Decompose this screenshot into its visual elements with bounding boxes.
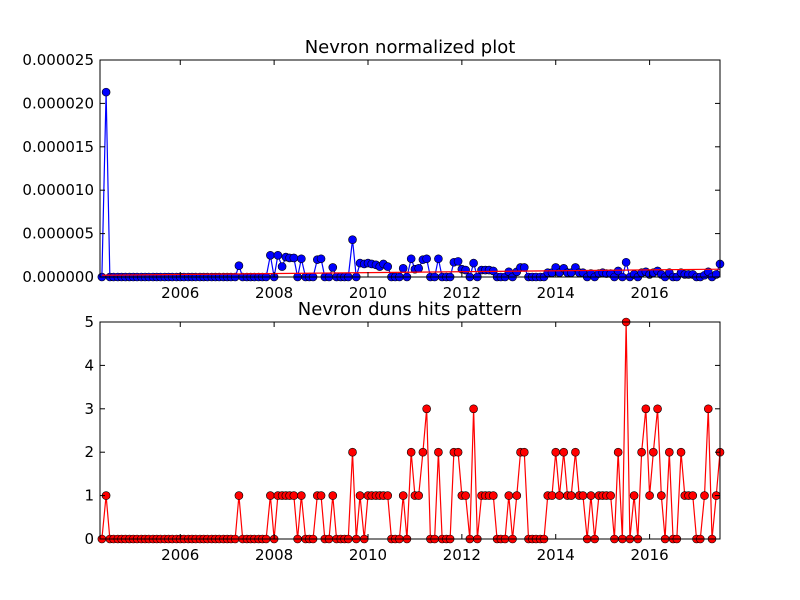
duns-hits-y-tick-label: 2 (84, 443, 94, 461)
normalized-plot-data-point (398, 264, 408, 273)
normalized-plot-data-point (414, 264, 423, 273)
duns-hits-y-tick-label: 1 (84, 487, 94, 505)
duns-hits-data-point (316, 491, 326, 500)
duns-hits-data-point (348, 447, 357, 457)
duns-hits-y-tick-label: 0 (84, 530, 94, 548)
normalized-plot-data-point (277, 262, 287, 271)
normalized-plot-y-tick-label: 0.000020 (22, 94, 94, 112)
duns-hits-data-point (555, 491, 564, 500)
duns-hits-data-point (461, 491, 470, 500)
duns-hits-data-point (289, 491, 299, 500)
duns-hits-data-point (665, 447, 674, 457)
duns-hits-axes-frame (99, 321, 721, 540)
normalized-plot-x-tick-label: 2008 (255, 284, 293, 302)
duns-hits-data-point (469, 404, 478, 414)
duns-hits-data-point (234, 491, 244, 500)
duns-hits-title: Nevron duns hits pattern (298, 299, 522, 320)
normalized-plot-data-point (348, 235, 357, 244)
duns-hits-data-point (547, 491, 557, 500)
duns-hits-data-point (434, 447, 443, 457)
duns-hits-data-point (578, 491, 588, 500)
duns-hits-data-point (613, 447, 623, 457)
duns-hits-data-point (586, 491, 596, 500)
duns-hits-data-point (676, 447, 686, 457)
duns-hits-data-point (703, 404, 713, 414)
normalized-plot-data-point (469, 258, 478, 268)
duns-hits-data-point (606, 491, 615, 500)
normalized-plot-x-tick-label: 2006 (161, 284, 199, 302)
duns-hits-x-tick-label: 2014 (537, 546, 575, 564)
normalized-plot-data-point (613, 266, 623, 276)
normalized-plot-y-tick-label: 0.000005 (22, 225, 94, 243)
duns-hits-data-point (653, 404, 662, 414)
normalized-plot-data-point (328, 263, 338, 272)
normalized-plot-data-point (383, 262, 393, 271)
duns-hits-data-point (414, 491, 423, 500)
normalized-plot-y-tick-label: 0.000025 (22, 51, 94, 69)
duns-hits-data-point (398, 491, 408, 500)
normalized-plot-data-point (101, 87, 111, 97)
normalized-plot-data-point (297, 254, 306, 264)
normalized-plot-data-point (621, 257, 631, 267)
duns-hits-y-tick-label: 3 (84, 400, 94, 418)
normalized-plot-x-tick-label: 2010 (349, 284, 387, 302)
normalized-plot-data-point (406, 254, 416, 264)
normalized-plot-data-point (422, 254, 431, 264)
duns-hits-y-tick-label: 4 (84, 356, 94, 374)
duns-hits-data-point (559, 447, 569, 457)
normalized-plot-data-point (316, 254, 326, 264)
normalized-plot-data-point (266, 251, 275, 260)
duns-hits-x-tick-label: 2008 (255, 546, 293, 564)
duns-hits-x-tick-label: 2012 (443, 546, 481, 564)
duns-hits-data-point (512, 491, 522, 500)
normalized-plot-data-point (289, 253, 299, 263)
normalized-plot-data-point (234, 261, 244, 271)
normalized-plot-data-point (453, 257, 463, 266)
duns-hits-data-point (266, 491, 275, 500)
normalized-plot-y-tick-label: 0.000000 (22, 268, 94, 286)
duns-hits-data-point (688, 491, 698, 500)
duns-hits-chart: 2006 2008 2010 2012 2014 2016 0 1 2 3 4 5 Nevron dun… (84, 299, 725, 564)
duns-hits-data-point (641, 404, 651, 414)
normalized-plot-data-point (461, 265, 470, 275)
normalized-plot-data-point (273, 251, 283, 260)
normalized-plot-series-1-line (101, 268, 721, 276)
normalized-plot-y-tick-label: 0.000015 (22, 138, 94, 156)
duns-hits-data-point (297, 491, 306, 500)
normalized-plot-chart: 2006 2008 2010 2012 2014 2016 0.000000 0.000005… (22, 37, 725, 302)
duns-hits-data-point (629, 491, 639, 500)
duns-hits-data-point (637, 447, 646, 457)
duns-hits-data-point (355, 491, 365, 500)
normalized-plot-data-point (434, 254, 443, 264)
duns-hits-x-tick-label: 2016 (631, 546, 669, 564)
duns-hits-data-point (551, 447, 561, 457)
duns-hits-data-point (383, 491, 393, 500)
duns-hits-data-point (328, 491, 338, 500)
duns-hits-data-point (519, 447, 529, 457)
normalized-plot-title: Nevron normalized plot (305, 37, 516, 58)
duns-hits-data-point (700, 491, 709, 500)
duns-hits-data-point (504, 491, 514, 500)
normalized-plot-y-tick-label: 0.000010 (22, 181, 94, 199)
duns-hits-data-point (657, 491, 666, 500)
duns-hits-x-tick-label: 2010 (349, 546, 387, 564)
duns-hits-data-point (566, 491, 576, 500)
duns-hits-data-point (406, 447, 416, 457)
normalized-plot-x-tick-label: 2014 (537, 284, 575, 302)
duns-hits-data-point (453, 447, 463, 457)
normalized-plot-axes-frame (99, 59, 721, 278)
duns-hits-x-tick-label: 2006 (161, 546, 199, 564)
duns-hits-data-point (418, 447, 428, 457)
normalized-plot-x-tick-label: 2012 (443, 284, 481, 302)
duns-hits-data-point (422, 404, 431, 414)
duns-hits-data-point (649, 447, 658, 457)
duns-hits-data-point (645, 491, 654, 500)
duns-hits-data-point (571, 447, 580, 457)
duns-hits-y-tick-label: 5 (84, 313, 94, 331)
normalized-plot-x-tick-label: 2016 (631, 284, 669, 302)
normalized-plot-data-point (519, 263, 529, 272)
duns-hits-data-point (489, 491, 498, 500)
